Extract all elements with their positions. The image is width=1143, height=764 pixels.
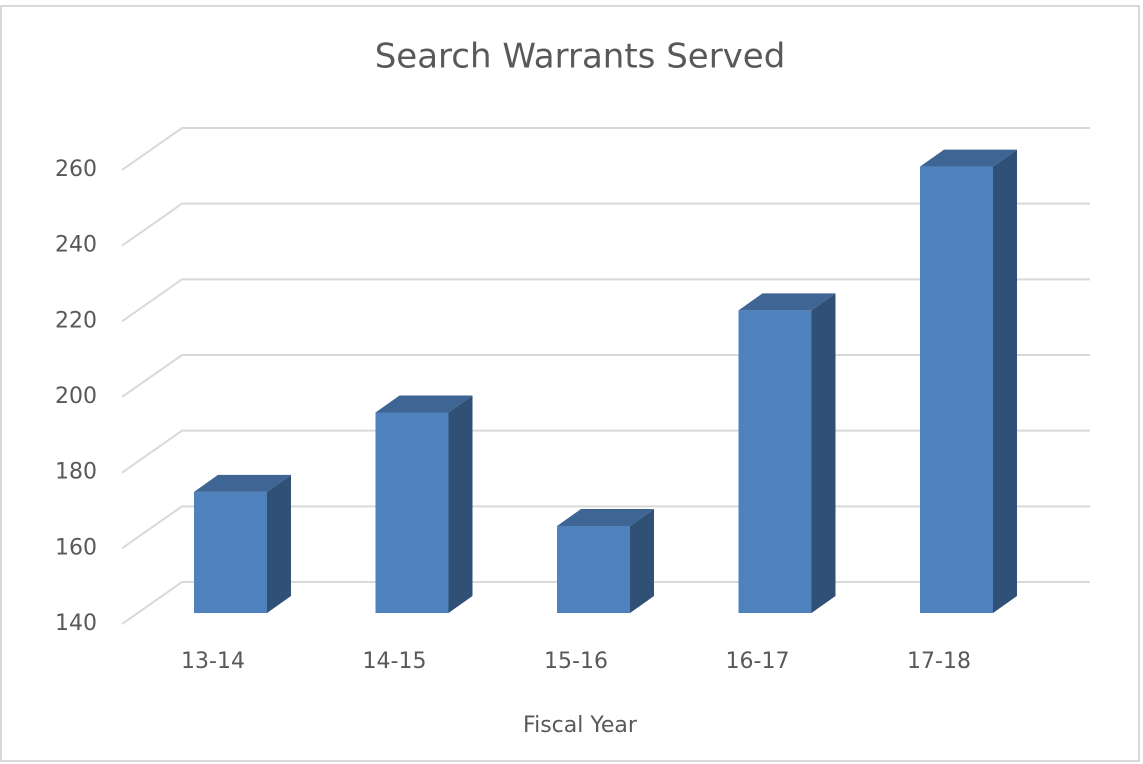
bar	[920, 166, 993, 614]
grid-line	[121, 202, 1090, 247]
bar-top	[557, 508, 654, 526]
x-axis-label: Fiscal Year	[523, 713, 638, 738]
grid-line	[121, 127, 1090, 171]
bar-top	[738, 293, 836, 311]
bar-side	[267, 474, 291, 613]
grid-line	[121, 278, 1090, 323]
bar	[557, 525, 630, 613]
y-tick-label: 220	[55, 308, 97, 333]
y-tick-label: 160	[55, 535, 97, 560]
x-tick-label: 13-14	[181, 649, 245, 674]
x-tick-label: 16-17	[726, 649, 790, 674]
y-tick-label: 180	[55, 460, 97, 485]
y-tick-label: 240	[55, 233, 97, 258]
bar-side	[811, 293, 836, 613]
x-tick-label: 15-16	[544, 649, 608, 674]
bar-side	[993, 149, 1017, 614]
bar	[738, 310, 812, 613]
x-tick-label: 14-15	[363, 649, 427, 674]
bar	[194, 491, 267, 613]
y-tick-label: 260	[55, 157, 97, 182]
bar-side	[448, 395, 473, 613]
bar-top	[375, 395, 473, 413]
y-tick-label: 200	[55, 384, 97, 409]
bar	[375, 412, 449, 613]
bar-side	[630, 508, 654, 613]
bar-top	[194, 474, 291, 492]
chart-title: Search Warrants Served	[375, 37, 786, 77]
x-tick-label: 17-18	[907, 649, 971, 674]
bar-top	[920, 149, 1017, 167]
y-tick-label: 140	[55, 611, 97, 636]
